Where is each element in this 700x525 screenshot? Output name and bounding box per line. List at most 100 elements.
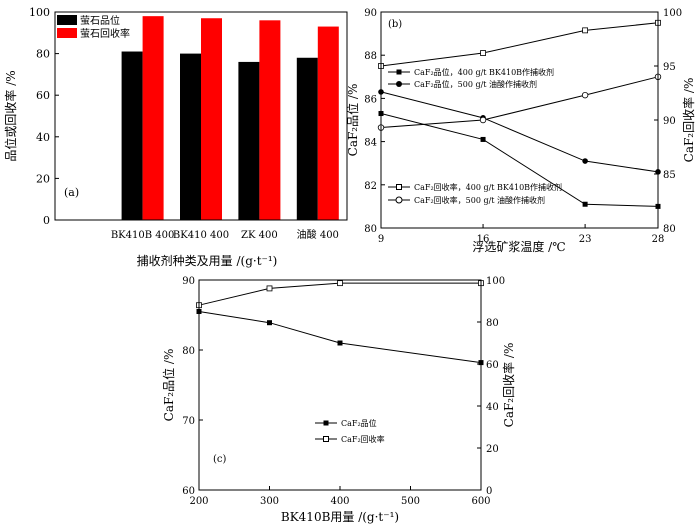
y-tick-label-left: 70 (182, 416, 195, 427)
panel-b-ylabel-left: CaF₂品位 /% (345, 84, 360, 157)
bar (259, 20, 281, 220)
panel-c-ylabel-right: CaF₂回收率 /% (501, 343, 516, 428)
legend-b-recovery-oleic: CaF₂回收率，500 g/t 油酸作捕收剂 (414, 195, 545, 205)
bar (317, 26, 339, 221)
x-tick-label: 300 (260, 496, 279, 507)
data-point (266, 285, 273, 292)
legend-b-grade-oleic: CaF₂品位，500 g/t 油酸作捕收剂 (414, 79, 537, 89)
y-tick-label: 40 (36, 131, 50, 144)
bar (238, 61, 260, 220)
panel-a-marks (121, 16, 339, 221)
legend-marker-filled-square (323, 420, 329, 426)
y-tick-label: 80 (36, 48, 50, 61)
y-tick-label-right: 90 (663, 116, 676, 127)
y-tick-label-right: 80 (663, 224, 676, 235)
y-tick-label: 20 (36, 172, 50, 185)
x-tick-label: ZK 400 (241, 230, 278, 241)
y-tick-label-left: 88 (364, 51, 377, 62)
data-point (582, 201, 588, 207)
panel-c-axis: 200 300 400 500 600 60 70 80 90 0 20 40 60 80 100 (182, 276, 505, 507)
series-line (380, 91, 659, 173)
legend-grade: 萤石品位 (80, 14, 120, 27)
panel-b-xlabel: 浮选矿浆温度 /℃ (472, 239, 565, 254)
x-tick-label: 500 (401, 496, 420, 507)
data-point (337, 280, 343, 287)
series-line (380, 76, 659, 129)
legend-marker-filled-square (396, 69, 402, 75)
panel-c-legend: CaF₂品位 CaF₂回收率 (315, 418, 385, 444)
x-tick-label: 16 (477, 234, 490, 245)
x-tick-label: 油酸 400 (297, 228, 339, 241)
y-tick-label-right: 95 (663, 62, 676, 73)
y-tick-label-right: 100 (486, 276, 505, 287)
bar (142, 16, 164, 220)
panel-b-ylabel-right: CaF₂回收率 /% (681, 78, 696, 163)
legend-swatch-recovery (57, 28, 77, 38)
y-tick-label-right: 20 (486, 444, 499, 455)
x-tick-label: 400 (330, 496, 349, 507)
data-point (582, 27, 589, 34)
panel-b-legend-top: CaF₂品位，400 g/t BK410B作捕收剂 CaF₂品位，500 g/t… (388, 67, 554, 89)
data-point (480, 136, 486, 142)
panel-c-marks (196, 280, 484, 366)
y-tick-label-left: 84 (364, 138, 377, 149)
panel-a-frame (54, 11, 348, 221)
bar (296, 57, 318, 221)
panel-a-xlabel: 捕收剂种类及用量 /(g·t⁻¹) (137, 253, 278, 268)
x-tick-label: 9 (378, 234, 384, 245)
y-tick-label: 60 (36, 89, 50, 102)
panel-c-label: (c) (213, 454, 227, 465)
x-tick-label: BK410B 400 (111, 230, 175, 241)
series-line (380, 22, 659, 67)
data-point (267, 320, 272, 326)
series-line (198, 311, 482, 364)
y-tick-label-left: 60 (182, 486, 195, 497)
bar (121, 51, 143, 220)
panel-a-ylabel: 品位或回收率 /% (3, 70, 18, 161)
x-tick-label: 600 (471, 496, 490, 507)
y-tick-label-right: 85 (663, 170, 676, 181)
legend-c-recovery: CaF₂回收率 (341, 434, 385, 444)
legend-swatch-grade (57, 15, 77, 25)
y-tick-label-right: 80 (486, 318, 499, 329)
y-tick-label: 0 (43, 214, 50, 227)
y-tick-label-left: 90 (364, 8, 377, 19)
legend-b-recovery-bk410b: CaF₂回收率，400 g/t BK410B作捕收剂 (414, 182, 562, 192)
x-tick-label: 23 (579, 234, 592, 245)
y-tick-label-left: 90 (182, 276, 195, 287)
x-tick-label: BK410 400 (173, 230, 229, 241)
panel-b-label: (b) (388, 19, 402, 30)
panel-a-legend: 萤石品位 萤石回收率 (57, 14, 130, 40)
legend-marker-open-square (396, 184, 402, 190)
y-tick-label-left: 86 (364, 94, 377, 105)
bar (180, 53, 201, 220)
data-point (480, 50, 486, 56)
data-point (479, 116, 487, 124)
y-tick-label-left: 82 (364, 181, 377, 192)
bar (201, 18, 222, 220)
legend-b-grade-bk410b: CaF₂品位，400 g/t BK410B作捕收剂 (414, 67, 554, 77)
y-tick-label-right: 100 (663, 8, 682, 19)
data-point (581, 91, 589, 99)
x-tick-label: 28 (652, 234, 665, 245)
y-tick-label-right: 0 (486, 486, 492, 497)
legend-recovery: 萤石回收率 (80, 27, 130, 40)
series-line (198, 282, 481, 306)
y-tick-label-left: 80 (182, 346, 195, 357)
panel-b-legend-bottom: CaF₂回收率，400 g/t BK410B作捕收剂 CaF₂回收率，500 g… (388, 182, 562, 205)
y-tick-label-right: 60 (486, 360, 499, 371)
data-point (582, 158, 588, 164)
y-tick-label-right: 40 (486, 402, 499, 413)
data-point (337, 340, 343, 346)
panel-c-ylabel-left: CaF₂品位 /% (161, 349, 176, 422)
legend-marker-open-square (323, 436, 329, 442)
legend-c-grade: CaF₂品位 (341, 418, 377, 428)
legend-marker-filled-circle (396, 81, 402, 87)
panel-b-marks (377, 19, 662, 209)
